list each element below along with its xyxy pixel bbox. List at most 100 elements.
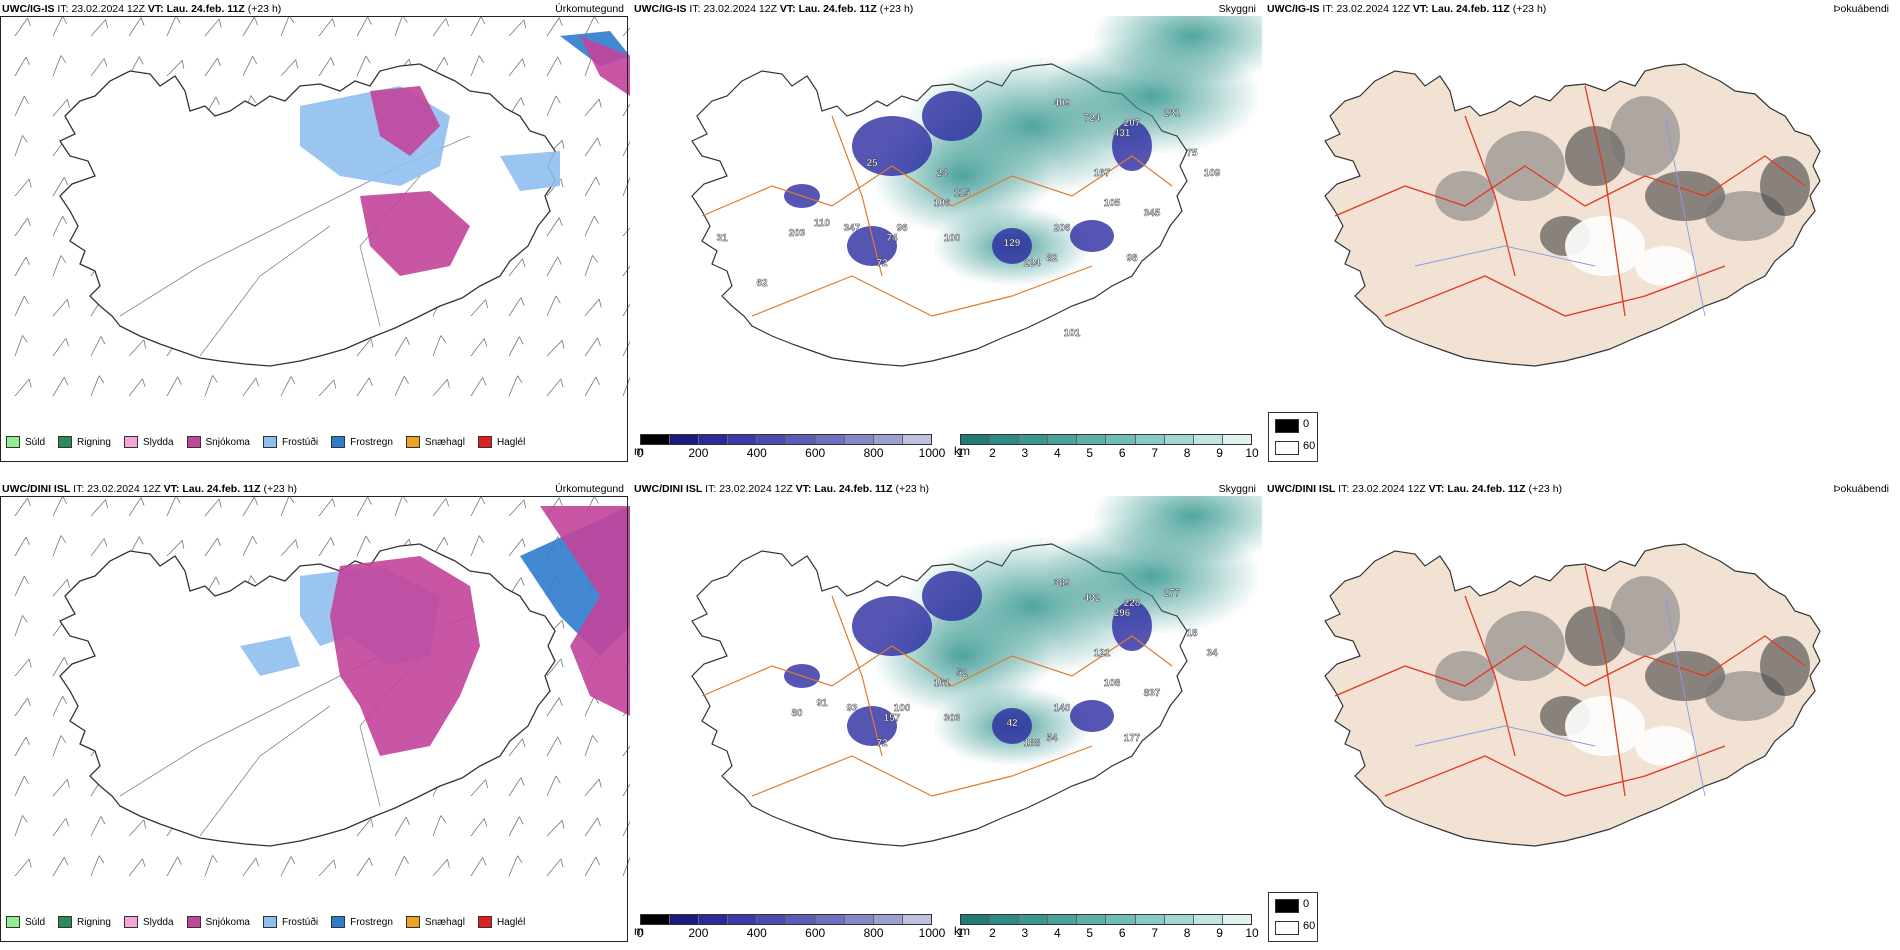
legend-swatch bbox=[262, 436, 277, 448]
colorbar-tick-label: 8 bbox=[1183, 446, 1191, 460]
colorbar-cell bbox=[1019, 915, 1049, 924]
ceiling-value-label: 115 bbox=[954, 188, 971, 199]
colorbar-cell bbox=[1106, 915, 1136, 924]
legend-swatch bbox=[6, 436, 20, 448]
ceiling-value-label: 121 bbox=[1094, 648, 1111, 659]
precip-type-panel-row2: UWC/DINI ISL IT: 23.02.2024 12Z VT: Lau.… bbox=[0, 480, 630, 945]
fog-legend: 0 60 bbox=[1268, 892, 1318, 942]
fog-legend-swatch bbox=[1275, 419, 1299, 433]
colorbar-tick-label: 2 bbox=[989, 926, 996, 940]
colorbar-cell bbox=[873, 435, 903, 444]
colorbar-cell bbox=[1048, 435, 1078, 444]
ceiling-value-label: 203 bbox=[789, 228, 806, 239]
colorbar-cell bbox=[1106, 435, 1136, 444]
legend-swatch bbox=[405, 916, 420, 928]
colorbar-tick-label: 7 bbox=[1151, 446, 1158, 460]
legend-label: Slydda bbox=[142, 436, 174, 448]
ceiling-value-label: 18 bbox=[1186, 628, 1198, 639]
ceiling-value-label: 432 bbox=[1084, 593, 1101, 604]
ceiling-value-label: 188 bbox=[1024, 738, 1041, 749]
panel-header: UWC/IG-IS IT: 23.02.2024 12Z VT: Lau. 24… bbox=[2, 3, 282, 15]
colorbar-cell bbox=[1135, 915, 1165, 924]
colorbar-cell bbox=[1077, 915, 1107, 924]
ceiling-value-label: 74 bbox=[886, 233, 898, 244]
legend-item: Frostúði bbox=[262, 436, 318, 448]
ceiling-value-label: 98 bbox=[1126, 253, 1138, 264]
ceiling-value-label: 431 bbox=[1114, 128, 1131, 139]
legend-swatch bbox=[477, 436, 492, 448]
colorbar-cell bbox=[902, 915, 931, 924]
legend-label: Súld bbox=[25, 916, 46, 928]
colorbar-tick-label: 10 bbox=[1245, 446, 1259, 460]
panel-header: UWC/DINI ISL IT: 23.02.2024 12Z VT: Lau.… bbox=[2, 483, 298, 495]
legend-item: Snjókoma bbox=[186, 916, 250, 928]
colorbar-cell bbox=[641, 435, 671, 444]
fog-map bbox=[1324, 543, 1821, 847]
legend-label: Snjókoma bbox=[205, 436, 250, 448]
fog-legend-label: 60 bbox=[1303, 920, 1316, 932]
colorbar-cell bbox=[1222, 915, 1251, 924]
ceiling-value-label: 129 bbox=[1004, 238, 1021, 249]
colorbar-tick-label: 3 bbox=[1021, 446, 1029, 460]
colorbar-unit: m bbox=[634, 444, 644, 458]
colorbar-cell bbox=[757, 915, 787, 924]
colorbar-cell bbox=[844, 435, 874, 444]
legend-swatch bbox=[186, 436, 201, 448]
ceiling-value-label: 110 bbox=[814, 218, 831, 229]
colorbar-cell bbox=[728, 435, 758, 444]
legend-label: Snjókoma bbox=[205, 916, 250, 928]
ceiling-map: 389 432 228 277 296 18 34 121 837 108 140 42 54 177 18… bbox=[691, 496, 1262, 847]
ceiling-value-label: 409 bbox=[1054, 98, 1071, 109]
ceiling-value-label: 72 bbox=[876, 258, 888, 269]
legend-item: Snæhagl bbox=[405, 916, 465, 928]
colorbar-tick-label: 9 bbox=[1216, 926, 1223, 940]
colorbar-cell bbox=[1193, 915, 1223, 924]
legend-item: Frostregn bbox=[331, 436, 393, 448]
ceiling-value-label: 228 bbox=[1124, 598, 1141, 609]
ceiling-value-label: 52 bbox=[956, 668, 968, 679]
colorbar-cell bbox=[1019, 435, 1049, 444]
colorbar-tick-label: 800 bbox=[863, 926, 884, 940]
colorbar-cell bbox=[873, 915, 903, 924]
legend-swatch bbox=[123, 916, 138, 928]
ceiling-value-label: 72 bbox=[876, 738, 888, 749]
ceiling-value-label: 177 bbox=[1124, 733, 1141, 744]
legend-item: Snæhagl bbox=[405, 436, 465, 448]
ceiling-value-label: 101 bbox=[1064, 328, 1081, 339]
legend-item: Frostregn bbox=[331, 916, 393, 928]
ceiling-value-label: 157 bbox=[884, 713, 901, 724]
colorbar-tick-label: 400 bbox=[746, 926, 767, 940]
colorbar-tick-label: 6 bbox=[1118, 926, 1126, 940]
colorbar-unit: km bbox=[954, 444, 970, 458]
colorbar-cell bbox=[699, 915, 729, 924]
colorbar-cell bbox=[1048, 915, 1078, 924]
colorbar-tick-label: 1 bbox=[956, 926, 964, 940]
fog-legend-swatch bbox=[1275, 899, 1299, 913]
ceiling-value-label: 34 bbox=[1206, 648, 1218, 659]
colorbar-tick-label: 0 bbox=[636, 446, 644, 460]
ceiling-value-label: 108 bbox=[1104, 678, 1121, 689]
ceiling-value-label: 24 bbox=[936, 168, 948, 179]
colorbar-tick-label: 400 bbox=[746, 446, 767, 460]
legend-swatch bbox=[123, 436, 138, 448]
legend-swatch bbox=[262, 916, 277, 928]
legend-label: Súld bbox=[25, 436, 46, 448]
colorbar-tick-label: 200 bbox=[688, 446, 709, 460]
legend-swatch bbox=[186, 916, 201, 928]
visibility-colorbar: 1 2 3 4 5 6 7 8 9 10 km bbox=[954, 914, 1259, 944]
fog-legend-swatch bbox=[1275, 921, 1299, 935]
legend-item: Rigning bbox=[58, 436, 111, 448]
fog-panel-row1: UWC/IG-IS IT: 23.02.2024 12Z VT: Lau. 24… bbox=[1265, 0, 1895, 465]
legend-item: Haglél bbox=[477, 436, 525, 448]
legend-item: Slydda bbox=[123, 916, 174, 928]
colorbar-cell bbox=[670, 435, 700, 444]
colorbar-tick-label: 0 bbox=[636, 926, 644, 940]
panel-header: UWC/DINI ISL IT: 23.02.2024 12Z VT: Lau.… bbox=[1267, 483, 1563, 495]
ceiling-value-label: 277 bbox=[1164, 588, 1181, 599]
ceiling-value-label: 109 bbox=[1204, 168, 1221, 179]
ceiling-colorbar: 0 200 400 600 800 1000 m bbox=[634, 914, 945, 944]
ceiling-value-label: 93 bbox=[846, 703, 858, 714]
colorbar-cell bbox=[815, 435, 845, 444]
colorbar-tick-label: 3 bbox=[1021, 926, 1029, 940]
colorbar-cell bbox=[757, 435, 787, 444]
